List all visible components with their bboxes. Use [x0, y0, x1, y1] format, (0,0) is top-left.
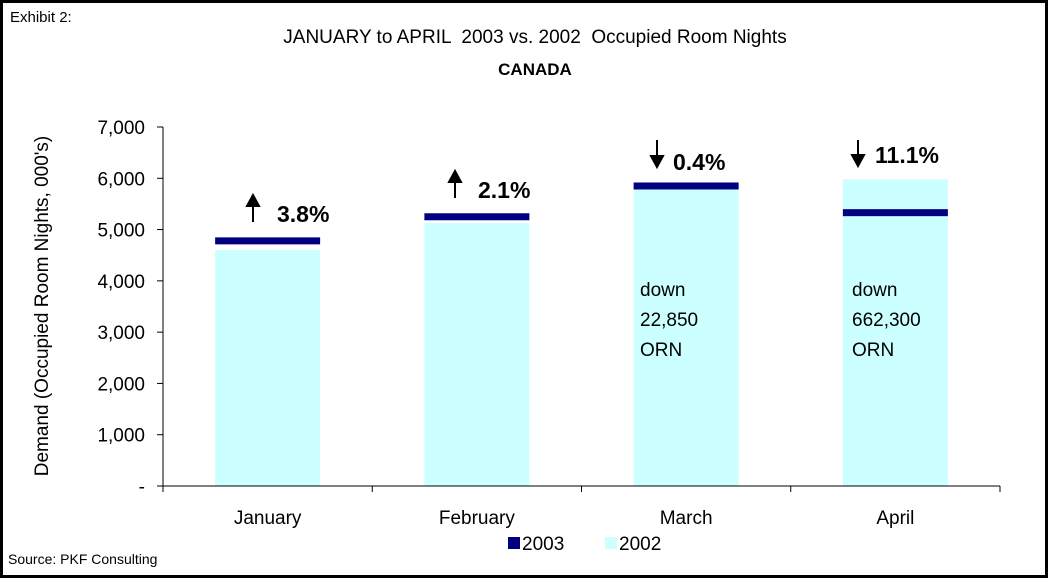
- x-tick-label: March: [660, 508, 713, 529]
- arrows: [245, 140, 866, 222]
- note: down: [852, 280, 897, 301]
- y-axis-label: Demand (Occupied Room Nights, 000's): [32, 136, 53, 477]
- note: 662,300: [852, 310, 921, 331]
- x-tick-label: January: [234, 508, 302, 529]
- source: Source: PKF Consulting: [8, 551, 157, 567]
- legend-label: 2003: [522, 534, 564, 555]
- marker-bar: [842, 209, 948, 217]
- y-tick-label: 7,000: [97, 118, 145, 139]
- annotation: 11.1%: [875, 142, 939, 168]
- annotation: 0.4%: [673, 149, 725, 175]
- annotation: 3.8%: [277, 201, 329, 227]
- note: 22,850: [640, 310, 698, 331]
- note: ORN: [852, 340, 894, 361]
- note: ORN: [640, 340, 682, 361]
- y-tick-label: -: [139, 477, 145, 498]
- marker-bar: [424, 213, 530, 221]
- marker-bar: [633, 182, 739, 190]
- chart-subtitle: CANADA: [498, 60, 572, 79]
- bar: [842, 179, 948, 486]
- arrow-head: [649, 155, 665, 170]
- marker-bar: [215, 237, 321, 245]
- bar: [215, 250, 321, 486]
- bar: [633, 185, 739, 486]
- arrow-head: [245, 192, 261, 207]
- arrow-head: [850, 154, 866, 169]
- note: down: [640, 280, 685, 301]
- annotation: 2.1%: [478, 177, 530, 203]
- y-tick-label: 4,000: [97, 272, 145, 293]
- x-tick-label: February: [439, 508, 516, 529]
- y-tick-label: 1,000: [97, 426, 145, 447]
- y-tick-label: 2,000: [97, 374, 145, 395]
- y-tick-label: 3,000: [97, 323, 145, 344]
- arrow-head: [447, 168, 463, 183]
- y-tick-label: 6,000: [97, 169, 145, 190]
- legend-swatch: [605, 537, 617, 549]
- legend-label: 2002: [619, 534, 661, 555]
- exhibit-label: Exhibit 2:: [10, 9, 72, 26]
- plot: January February March April - 1,000 2,000 3,00…: [97, 118, 1001, 555]
- bar: [424, 222, 530, 486]
- chart-title: JANUARY to APRIL 2003 vs. 2002 Occupied …: [283, 27, 786, 48]
- legend-swatch: [508, 537, 520, 549]
- y-tick-label: 5,000: [97, 221, 145, 242]
- x-tick-label: April: [876, 508, 914, 529]
